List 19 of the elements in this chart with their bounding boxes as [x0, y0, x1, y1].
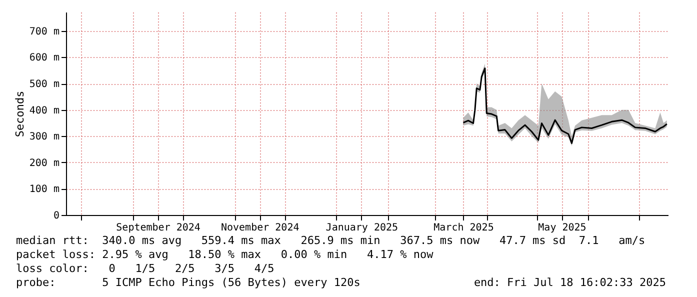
x-tick-label: November 2024 [220, 222, 300, 234]
y-tick-label: 400 m [29, 105, 60, 116]
text: median rtt: 340.0 ms avg 559.4 ms max 265.9 ms min 367.5 ms now 47.7 ms sd 7.1 am/s [16, 234, 646, 247]
y-tick-label: 600 m [29, 52, 60, 64]
y-tick-label: 100 m [29, 184, 60, 196]
text: loss color: 0 1/5 2/5 3/5 4/5 [16, 262, 274, 275]
text: probe: 5 ICMP Echo Pings (56 Bytes) every 120s [16, 276, 360, 289]
y-tick-label: 200 m [29, 158, 60, 169]
x-tick-label: January 2025 [326, 222, 398, 234]
x-tick-label: September 2024 [116, 222, 200, 234]
x-tick-label: March 2025 [434, 222, 494, 234]
x-tick-label: May 2025 [538, 222, 586, 234]
y-tick-label: 500 m [29, 79, 60, 90]
text: packet loss: 2.95 % avg 18.50 % max 0.00 % min 4.17 % now [16, 248, 434, 261]
y-tick-label: 700 m [29, 26, 60, 38]
y-tick-label: 0 [53, 210, 60, 222]
y-axis-title: Seconds [13, 90, 26, 138]
text: end: Fri Jul 18 16:02:33 2025 [474, 276, 666, 289]
y-tick-label: 300 m [29, 132, 60, 143]
